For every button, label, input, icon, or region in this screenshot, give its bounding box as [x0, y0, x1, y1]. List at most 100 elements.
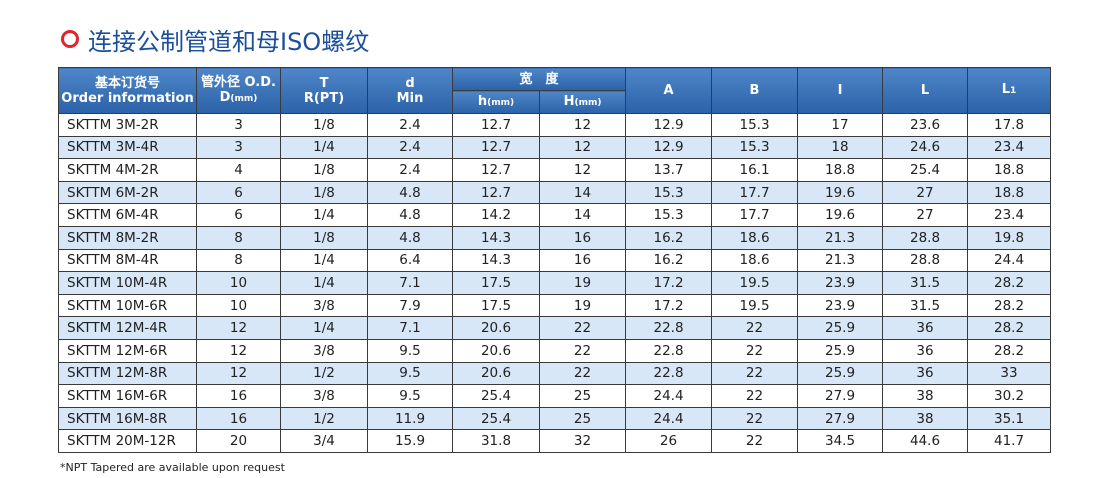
cell: 15.9	[367, 429, 453, 453]
table-row: SKTTM 10M-6R 10 3/8 7.9 17.5 19 17.2 19.5 23.9 31…	[58, 293, 1052, 318]
cell: 15.3	[711, 135, 799, 160]
cell: 25.4	[452, 406, 540, 431]
cell: 24.6	[882, 135, 969, 160]
cell: 19.6	[797, 180, 884, 205]
cell: 22	[711, 316, 799, 340]
order-cell: SKTTM 3M-4R	[58, 135, 197, 160]
header-line: d	[368, 76, 452, 91]
order-cell: SKTTM 12M-6R	[58, 338, 197, 363]
header-cell: A	[625, 67, 713, 114]
cell: 12.7	[452, 135, 540, 160]
title-row: 连接公制管道和母ISO螺纹	[60, 22, 369, 56]
header-line: I	[798, 83, 882, 98]
cell: 12.9	[625, 135, 713, 160]
header-cell: H(mm)	[538, 90, 627, 114]
cell: 15.3	[625, 180, 713, 205]
cell: 22.8	[625, 338, 713, 363]
order-cell: SKTTM 6M-4R	[58, 203, 197, 227]
cell: 31.5	[882, 293, 969, 318]
table-row: SKTTM 3M-4R 3 1/4 2.4 12.7 12 12.9 15.3 18 24.6 23…	[58, 135, 1052, 160]
cell: 1/4	[280, 135, 368, 160]
cell: 41.7	[967, 429, 1052, 453]
header-cell: d Min	[367, 67, 453, 114]
cell: 31.5	[882, 271, 969, 295]
cell: 12	[196, 361, 281, 386]
cell: 9.5	[367, 361, 453, 386]
table-row: SKTTM 3M-2R 3 1/8 2.4 12.7 12 12.9 15.3 17 23.6 17…	[58, 113, 1052, 137]
header-line: 基本订货号	[59, 76, 196, 91]
cell: 12.9	[625, 113, 713, 137]
order-cell: SKTTM 8M-2R	[58, 225, 197, 250]
cell: 7.1	[367, 271, 453, 295]
order-cell: SKTTM 12M-4R	[58, 316, 197, 340]
cell: 12	[538, 113, 627, 137]
cell: 1/2	[280, 406, 368, 431]
header-symbol: H	[563, 93, 575, 109]
cell: 44.6	[882, 429, 969, 453]
cell: 6	[196, 203, 281, 227]
order-cell: SKTTM 8M-4R	[58, 248, 197, 273]
footnote: *NPT Tapered are available upon request	[60, 461, 285, 474]
cell: 16.1	[711, 158, 799, 182]
cell: 17.2	[625, 293, 713, 318]
cell: 18	[797, 135, 884, 160]
cell: 2.4	[367, 135, 453, 160]
header-line: Min	[368, 91, 452, 106]
cell: 19.6	[797, 203, 884, 227]
cell: 22	[711, 429, 799, 453]
cell: 25.4	[882, 158, 969, 182]
cell: 17.5	[452, 271, 540, 295]
cell: 19.8	[967, 225, 1052, 250]
header-symbol: T	[319, 75, 329, 91]
cell: 4.8	[367, 225, 453, 250]
cell: 19	[538, 293, 627, 318]
cell: 12.7	[452, 113, 540, 137]
cell: 8	[196, 248, 281, 273]
cell: 22	[538, 316, 627, 340]
header-line: 管外径 O.D.	[197, 75, 280, 90]
cell: 1/4	[280, 248, 368, 273]
cell: 24.4	[967, 248, 1052, 273]
title-icon	[61, 30, 79, 48]
cell: 18.8	[797, 158, 884, 182]
cell: 3/4	[280, 429, 368, 453]
cell: 9.5	[367, 338, 453, 363]
header-line: A	[626, 83, 711, 98]
header-symbol: A	[663, 83, 674, 98]
cell: 11.9	[367, 406, 453, 431]
cell: 16	[538, 225, 627, 250]
cell: 28.2	[967, 338, 1052, 363]
cell: 15.3	[711, 113, 799, 137]
cell: 28.2	[967, 316, 1052, 340]
header-row: h(mm) H(mm)	[59, 90, 1051, 114]
cell: 17.7	[711, 180, 799, 205]
header-en: Min	[396, 90, 424, 106]
header-line: T	[281, 76, 367, 91]
header-cell: h(mm)	[452, 90, 540, 114]
header-zh: 管外径 O.D.	[201, 74, 276, 90]
cell: 24.4	[625, 406, 713, 431]
cell: 3	[196, 113, 281, 137]
cell: 14	[538, 180, 627, 205]
cell: 17.2	[625, 271, 713, 295]
header-row: 基本订货号 Order information 管外径 O.D. D(mm) T R(PT…	[58, 67, 1052, 114]
cell: 26	[625, 429, 713, 453]
cell: 1/2	[280, 361, 368, 386]
header-cell: B	[711, 67, 799, 114]
header-line: h(mm)	[453, 94, 539, 111]
cell: 27.9	[797, 384, 884, 408]
table-row: SKTTM 6M-4R 6 1/4 4.8 14.2 14 15.3 17.7 19.6 27 23…	[58, 203, 1052, 227]
header-symbol: I	[837, 83, 843, 98]
cell: 22	[538, 338, 627, 363]
cell: 36	[882, 316, 969, 340]
table-body: SKTTM 3M-2R 3 1/8 2.4 12.7 12 12.9 15.3 17 23.6 17…	[58, 113, 1052, 453]
cell: 1/4	[280, 271, 368, 295]
cell: 19.5	[711, 271, 799, 295]
header-line: Order information	[59, 91, 196, 106]
header-symbol: h	[477, 93, 488, 109]
cell: 25	[538, 406, 627, 431]
cell: 1/4	[280, 316, 368, 340]
cell: 19.5	[711, 293, 799, 318]
cell: 13.7	[625, 158, 713, 182]
cell: 14.2	[452, 203, 540, 227]
